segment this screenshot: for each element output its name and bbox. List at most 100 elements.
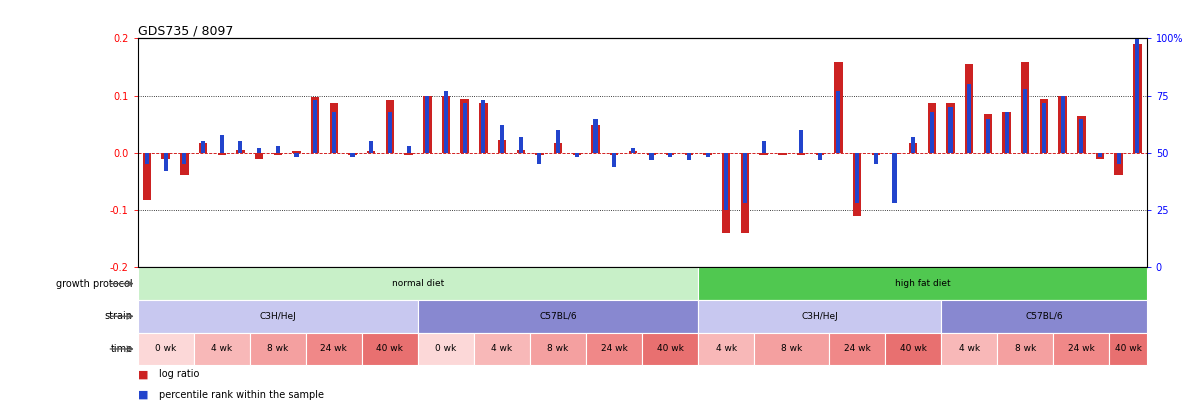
Bar — [557, 130, 560, 153]
Text: 0 wk: 0 wk — [156, 345, 176, 354]
Bar — [1040, 98, 1049, 153]
Text: 24 wk: 24 wk — [1068, 345, 1095, 354]
Text: high fat diet: high fat diet — [894, 279, 950, 288]
Bar — [314, 100, 317, 153]
Text: 8 wk: 8 wk — [782, 345, 802, 354]
Bar — [182, 153, 187, 164]
Bar — [361, 333, 418, 365]
Bar — [834, 62, 843, 153]
Bar — [1095, 153, 1104, 159]
Text: GDS735 / 8097: GDS735 / 8097 — [138, 24, 233, 37]
Bar — [885, 333, 941, 365]
Bar — [162, 153, 170, 159]
Bar — [418, 333, 474, 365]
Bar — [164, 153, 168, 171]
Bar — [874, 153, 877, 164]
Bar — [218, 153, 226, 155]
Bar — [1021, 62, 1029, 153]
Bar — [530, 333, 587, 365]
Bar — [1053, 333, 1110, 365]
Bar — [648, 153, 656, 155]
Bar — [722, 153, 730, 233]
Bar — [594, 119, 597, 153]
Bar — [612, 153, 616, 166]
Bar — [798, 130, 803, 153]
Text: 40 wk: 40 wk — [377, 345, 403, 354]
Bar — [1077, 116, 1086, 153]
Bar — [1114, 153, 1123, 175]
Bar — [893, 153, 897, 203]
Bar — [743, 153, 747, 203]
Bar — [1135, 38, 1140, 153]
Text: growth protocol: growth protocol — [56, 279, 133, 289]
Bar — [687, 153, 691, 160]
Text: 40 wk: 40 wk — [657, 345, 683, 354]
Text: 24 wk: 24 wk — [321, 345, 347, 354]
Bar — [1110, 333, 1147, 365]
Bar — [537, 153, 541, 164]
Bar — [575, 153, 579, 158]
Bar — [754, 333, 830, 365]
Text: 4 wk: 4 wk — [492, 345, 512, 354]
Bar — [818, 153, 822, 160]
Bar — [911, 137, 916, 153]
Bar — [650, 153, 654, 160]
Bar — [628, 151, 637, 153]
Bar — [138, 300, 418, 333]
Bar — [423, 96, 431, 153]
Bar — [1080, 119, 1083, 153]
Text: 40 wk: 40 wk — [900, 345, 926, 354]
Bar — [407, 146, 411, 153]
Bar — [275, 146, 280, 153]
Bar — [642, 333, 698, 365]
Bar — [236, 150, 244, 153]
Bar — [444, 91, 448, 153]
Bar — [891, 153, 899, 154]
Text: ■: ■ — [138, 369, 148, 379]
Bar — [145, 153, 150, 164]
Bar — [462, 102, 467, 153]
Bar — [138, 267, 698, 300]
Text: percentile rank within the sample: percentile rank within the sample — [159, 390, 324, 400]
Bar — [997, 333, 1053, 365]
Bar — [500, 126, 504, 153]
Bar — [388, 112, 391, 153]
Bar — [329, 102, 338, 153]
Bar — [348, 153, 357, 155]
Bar — [367, 151, 376, 153]
Bar — [292, 151, 300, 153]
Bar — [1117, 153, 1120, 164]
Bar — [909, 143, 917, 153]
Bar — [1023, 89, 1027, 153]
Text: 24 wk: 24 wk — [601, 345, 627, 354]
Bar — [554, 143, 563, 153]
Bar — [572, 153, 581, 155]
Bar — [698, 267, 1147, 300]
Text: 8 wk: 8 wk — [1015, 345, 1035, 354]
Bar — [941, 300, 1147, 333]
Bar — [1098, 153, 1102, 158]
Bar — [1041, 102, 1046, 153]
Bar — [1061, 96, 1064, 153]
Bar — [220, 134, 224, 153]
Bar — [1002, 112, 1010, 153]
Bar — [461, 98, 469, 153]
Text: 4 wk: 4 wk — [959, 345, 980, 354]
Text: log ratio: log ratio — [159, 369, 200, 379]
Text: 8 wk: 8 wk — [547, 345, 569, 354]
Text: 4 wk: 4 wk — [211, 345, 232, 354]
Bar — [928, 102, 936, 153]
Bar — [479, 102, 487, 153]
Bar — [941, 333, 997, 365]
Bar — [855, 153, 859, 203]
Bar — [967, 84, 971, 153]
Bar — [984, 114, 992, 153]
Bar — [194, 333, 250, 365]
Bar — [741, 153, 749, 233]
Bar — [517, 150, 525, 153]
Bar — [351, 153, 354, 158]
Bar — [311, 97, 320, 153]
Bar — [704, 153, 712, 155]
Bar — [442, 96, 450, 153]
Bar — [425, 96, 430, 153]
